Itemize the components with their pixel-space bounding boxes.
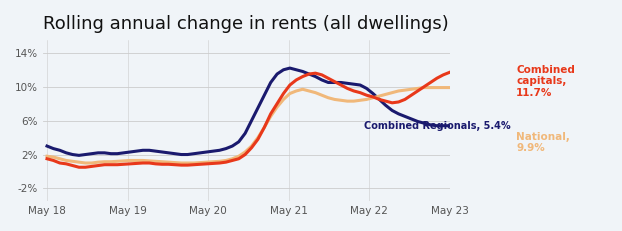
- Text: Rolling annual change in rents (all dwellings): Rolling annual change in rents (all dwel…: [43, 15, 448, 33]
- Text: Combined Regionals, 5.4%: Combined Regionals, 5.4%: [364, 121, 511, 131]
- Text: Combined
capitals,
11.7%: Combined capitals, 11.7%: [516, 65, 575, 98]
- Text: National,
9.9%: National, 9.9%: [516, 132, 570, 153]
